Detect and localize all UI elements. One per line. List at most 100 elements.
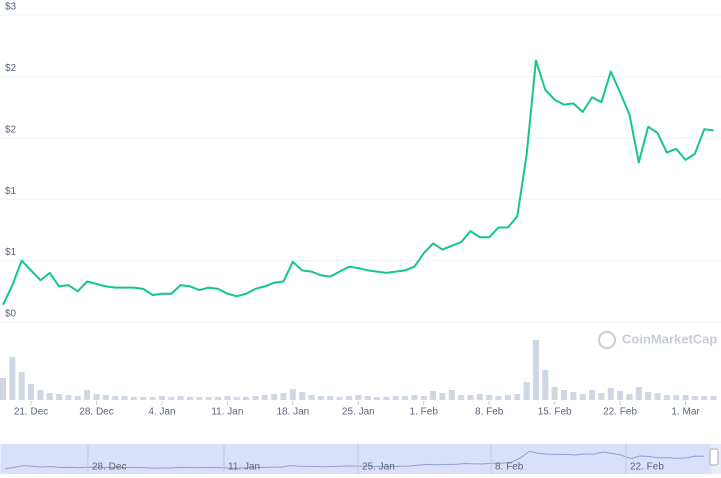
- volume-bar: [243, 397, 250, 400]
- y-tick-label: $1: [5, 186, 17, 197]
- volume-bar: [402, 396, 409, 400]
- volume-bar: [93, 394, 100, 400]
- navigator-label: 8. Feb: [495, 462, 524, 473]
- volume-bar: [411, 395, 418, 400]
- navigator-handle[interactable]: [709, 448, 719, 466]
- watermark-logo: [598, 331, 616, 349]
- volume-bar: [224, 396, 231, 400]
- x-tick-label: 11. Jan: [211, 407, 243, 418]
- volume-bar: [514, 394, 521, 400]
- navigator-label: 25. Jan: [362, 462, 395, 473]
- volume-bar: [617, 391, 624, 400]
- volume-bar: [158, 396, 165, 400]
- volume-bar: [37, 390, 44, 400]
- volume-bar: [570, 392, 577, 400]
- x-tick-label: 21. Dec: [14, 407, 48, 418]
- volume-bar: [374, 397, 380, 400]
- price-line: [2, 59, 714, 306]
- volume-bar: [177, 396, 184, 400]
- volume-bar: [46, 393, 53, 400]
- volume-bar: [168, 397, 175, 400]
- x-tick-label: 25. Jan: [342, 407, 375, 418]
- y-tick-label: $2: [5, 63, 17, 74]
- y-tick-label: $1: [5, 247, 17, 258]
- x-tick-label: 4. Jan: [148, 407, 175, 418]
- volume-bar: [682, 395, 689, 400]
- volume-bar: [439, 393, 446, 400]
- y-tick-label: $0: [5, 309, 17, 320]
- volume-bar: [532, 340, 539, 400]
- volume-bar: [74, 396, 81, 400]
- volume-bar: [9, 357, 16, 400]
- x-tick-label: 18. Jan: [276, 407, 309, 418]
- volume-bar: [430, 391, 437, 400]
- volume-bar: [112, 396, 119, 400]
- volume-bar: [598, 393, 605, 400]
- x-tick-label: 28. Dec: [79, 407, 113, 418]
- volume-bar: [0, 378, 6, 400]
- volume-bar: [261, 395, 268, 400]
- volume-bar: [308, 395, 315, 400]
- volume-bar: [65, 395, 72, 400]
- volume-bar: [280, 393, 287, 400]
- volume-bar: [495, 396, 502, 400]
- volume-bar: [289, 389, 296, 400]
- volume-bar: [458, 395, 465, 400]
- volume-bar: [336, 397, 343, 400]
- volume-bar: [215, 397, 222, 400]
- volume-bar: [691, 396, 698, 400]
- watermark: CoinMarketCap: [598, 331, 717, 349]
- volume-bar: [710, 396, 717, 400]
- volume-bar: [626, 394, 633, 400]
- volume-bar: [551, 387, 558, 400]
- volume-bar: [504, 395, 511, 400]
- navigator-window[interactable]: [1, 444, 711, 474]
- volume-bar: [130, 397, 137, 400]
- volume-bar: [589, 390, 596, 400]
- volume-bar: [121, 396, 128, 400]
- volume-bar: [364, 396, 371, 400]
- volume-bar: [355, 395, 362, 400]
- volume-bar: [420, 396, 427, 400]
- volume-bar: [317, 396, 324, 400]
- volume-bar: [673, 395, 680, 400]
- navigator-label: 22. Feb: [630, 462, 664, 473]
- volume-bar: [140, 397, 147, 400]
- volume-bar: [18, 372, 25, 400]
- navigator-line: [4, 450, 705, 470]
- volume-bar: [187, 397, 193, 400]
- volume-bar: [327, 396, 334, 400]
- volume-bar: [233, 397, 240, 400]
- x-tick-label: 22. Feb: [603, 407, 637, 418]
- volume-bar: [345, 396, 352, 400]
- volume-bar: [56, 394, 63, 400]
- x-tick-label: 15. Feb: [538, 407, 572, 418]
- volume-bar: [663, 395, 670, 400]
- volume-bar: [252, 396, 259, 400]
- x-tick-label: 8. Feb: [475, 407, 504, 418]
- volume-bar: [635, 387, 642, 400]
- volume-bar: [701, 396, 708, 400]
- watermark-text: CoinMarketCap: [622, 331, 717, 346]
- volume-bar: [149, 397, 156, 400]
- volume-bar: [383, 397, 390, 400]
- y-tick-label: $2: [5, 124, 17, 135]
- volume-bar: [196, 397, 203, 400]
- volume-bar: [84, 390, 91, 400]
- y-tick-label: $3: [5, 2, 17, 13]
- navigator-label: 11. Jan: [228, 462, 260, 473]
- volume-bar: [28, 384, 35, 400]
- volume-bar: [102, 395, 109, 400]
- volume-bar: [645, 392, 652, 400]
- x-tick-label: 1. Feb: [410, 407, 439, 418]
- volume-bar: [476, 394, 483, 400]
- volume-bar: [205, 397, 212, 400]
- volume-bar: [579, 394, 586, 400]
- volume-bar: [607, 388, 614, 400]
- navigator-label: 28. Dec: [92, 462, 126, 473]
- volume-bar: [654, 393, 661, 400]
- volume-bar: [448, 390, 455, 400]
- volume-bar: [271, 394, 278, 400]
- volume-bar: [523, 382, 530, 400]
